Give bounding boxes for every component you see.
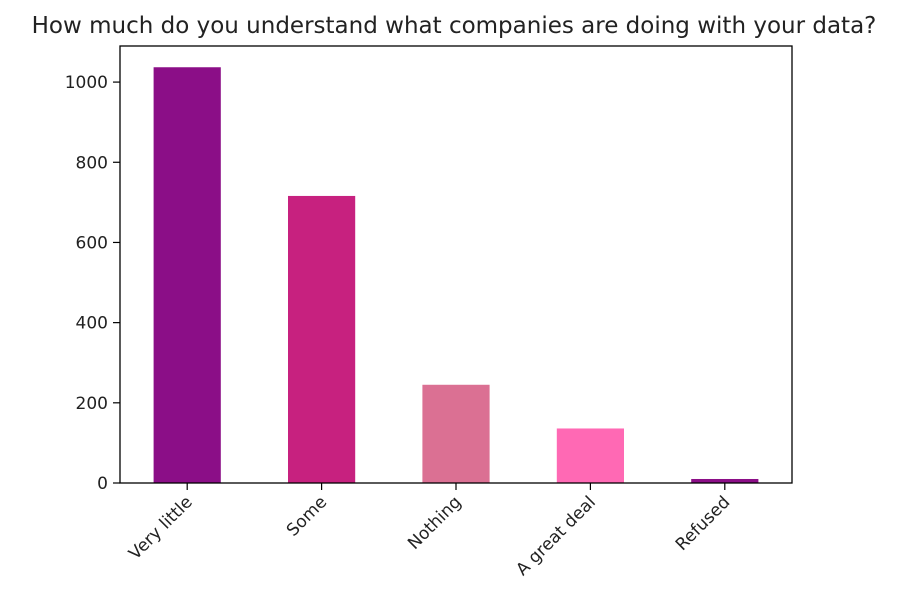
bar-very-little [153, 67, 221, 483]
y-tick-label: 1000 [65, 73, 108, 93]
y-tick-label: 400 [76, 314, 108, 334]
y-tick-label: 800 [76, 153, 108, 173]
x-tick-label: A great deal [512, 492, 600, 580]
x-tick-label: Nothing [404, 492, 465, 553]
plot-frame [119, 45, 793, 484]
bar-some [288, 195, 356, 483]
bar-nothing [422, 384, 490, 483]
y-tick-label: 600 [76, 233, 108, 253]
x-tick-label: Very little [125, 492, 197, 564]
bar-a-great-deal [556, 428, 624, 483]
x-axis: Very little Some Nothing A great deal Refuse… [125, 483, 734, 580]
bars-group [153, 67, 759, 483]
y-tick-label: 0 [97, 474, 108, 494]
y-axis: 0 200 400 600 800 1000 [65, 73, 120, 494]
y-tick-label: 200 [76, 394, 108, 414]
bar-refused [691, 478, 759, 483]
chart-title: How much do you understand what companie… [32, 13, 877, 39]
x-tick-label: Some [283, 492, 331, 540]
x-tick-label: Refused [672, 492, 734, 554]
